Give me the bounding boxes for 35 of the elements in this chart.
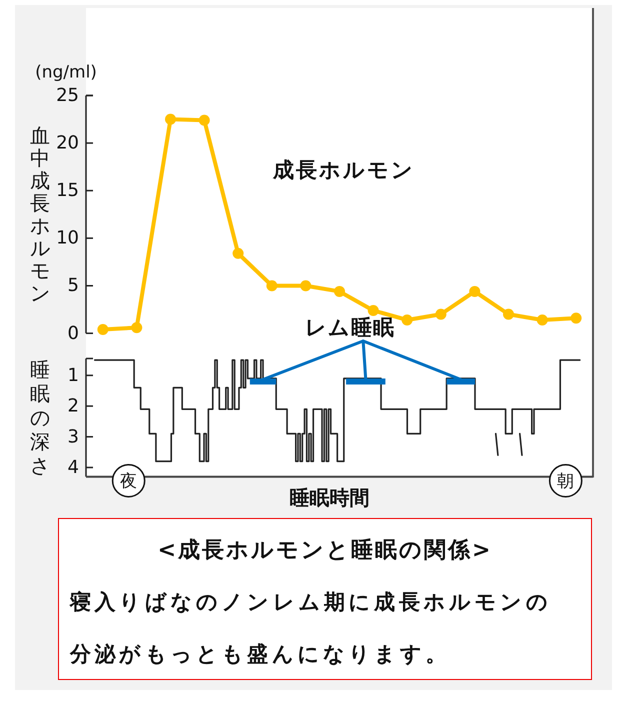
y-tick-label: 5 xyxy=(68,275,79,296)
text: 寝入りばなのノンレム期に成長ホルモンの分泌がもっとも盛んになります。 xyxy=(70,590,552,666)
text: レム睡眠 xyxy=(305,316,396,340)
point xyxy=(469,286,480,297)
y-tick-label: 2 xyxy=(68,396,79,417)
y-axis-title: 睡眠の深さ xyxy=(30,358,50,478)
y-tick-label: 3 xyxy=(68,426,79,448)
text: (ng/ml) xyxy=(35,62,97,82)
text: 成長ホルモン xyxy=(272,158,416,182)
y-tick-label: 20 xyxy=(56,132,79,154)
point xyxy=(536,314,548,326)
y-tick-label: 10 xyxy=(56,228,79,249)
point xyxy=(232,248,244,259)
y-tick-label: 25 xyxy=(56,85,79,106)
text: <成長ホルモンと睡眠の関係> xyxy=(156,537,494,565)
x-tick-label: 朝 xyxy=(557,472,574,492)
point xyxy=(131,322,142,334)
point xyxy=(334,286,345,297)
y-tick-label: 0 xyxy=(68,322,79,344)
x-tick-label: 夜 xyxy=(120,472,138,492)
point xyxy=(300,280,312,292)
x-axis-title: 睡眠時間 xyxy=(290,486,370,510)
point xyxy=(368,304,379,316)
y-tick-label: 4 xyxy=(68,456,79,478)
y-axis-title: 血中成長ホルモン xyxy=(30,124,50,306)
point xyxy=(198,114,210,126)
point xyxy=(435,308,446,320)
y-tick-label: 1 xyxy=(68,364,79,386)
point xyxy=(402,314,413,326)
point xyxy=(570,312,582,324)
point xyxy=(503,308,514,320)
y-tick-label: 15 xyxy=(56,180,79,202)
point xyxy=(165,114,176,125)
point xyxy=(266,280,278,292)
point xyxy=(97,324,108,335)
